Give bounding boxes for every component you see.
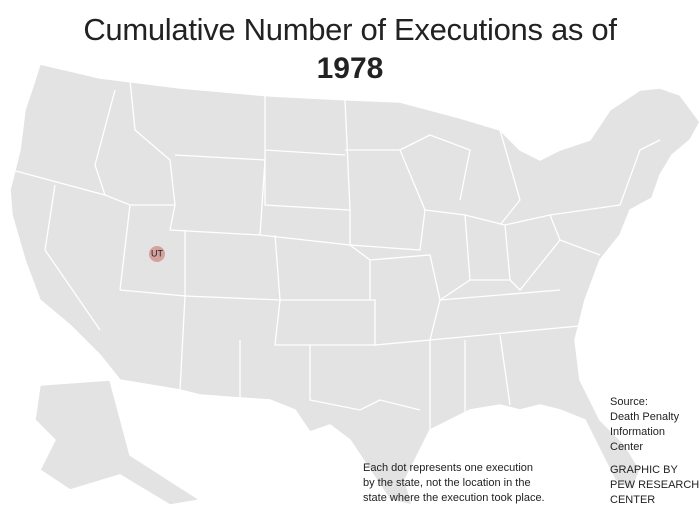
alaska — [34, 379, 203, 506]
credit-line: PEW RESEARCH — [610, 479, 700, 491]
state-label: UT — [151, 248, 163, 258]
year: 1978 — [316, 52, 384, 85]
source-line: Death Penalty — [610, 411, 680, 423]
execution-dot — [149, 246, 165, 262]
us-map — [9, 63, 700, 507]
note: Each dot represents one execution by the … — [363, 461, 545, 506]
credit: GRAPHIC BY PEW RESEARCH CENTER — [610, 463, 699, 508]
mainland — [9, 63, 700, 507]
source-line: Center — [610, 441, 644, 453]
credit-line: CENTER — [610, 494, 656, 506]
state-borders — [11, 79, 661, 430]
note-line: state where the execution took place. — [363, 492, 545, 504]
source-line: Source: — [610, 396, 648, 408]
credit-line: GRAPHIC BY — [610, 464, 678, 476]
source-line: Information — [610, 426, 666, 438]
state-dots: UT — [149, 246, 165, 262]
note-line: Each dot represents one execution — [363, 462, 534, 474]
title: Cumulative Number of Executions as of — [83, 12, 617, 47]
source: Source: Death Penalty Information Center — [610, 395, 679, 455]
note-line: by the state, not the location in the — [363, 477, 531, 489]
